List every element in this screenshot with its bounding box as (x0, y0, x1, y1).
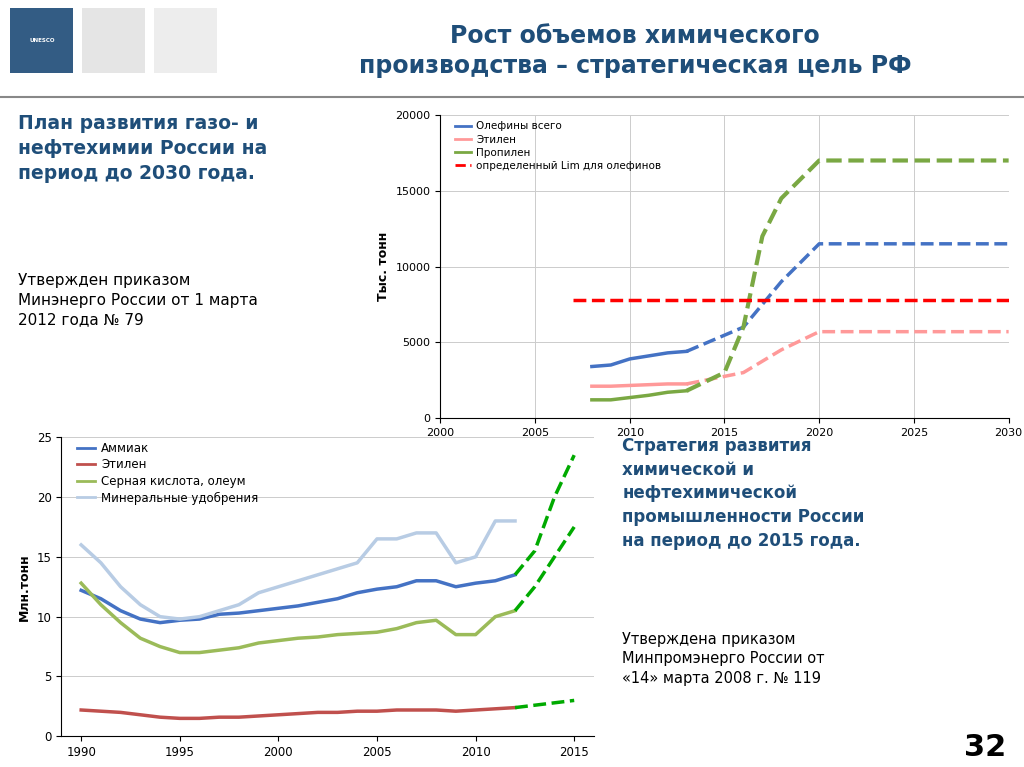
Legend: Аммиак, Этилен, Серная кислота, олеум, Минеральные удобрения: Аммиак, Этилен, Серная кислота, олеум, М… (73, 437, 263, 509)
Legend: Олефины всего, Этилен, Пропилен, определенный Lim для олефинов: Олефины всего, Этилен, Пропилен, определ… (452, 117, 666, 175)
Y-axis label: Млн.тонн: Млн.тонн (18, 553, 32, 621)
Text: Утвержден приказом
Минэнерго России от 1 марта
2012 года № 79: Утвержден приказом Минэнерго России от 1… (18, 273, 258, 328)
Text: План развития газо- и
нефтехимии России на
период до 2030 года.: План развития газо- и нефтехимии России … (18, 114, 267, 183)
Bar (155, 8, 217, 73)
Bar (82, 8, 145, 73)
Text: UNESCO: UNESCO (29, 38, 54, 43)
Bar (10, 8, 74, 73)
Text: Рост объемов химического
производства – стратегическая цель РФ: Рост объемов химического производства – … (358, 24, 911, 77)
Text: Утверждена приказом
Минпромэнерго России от
«14» марта 2008 г. № 119: Утверждена приказом Минпромэнерго России… (623, 632, 825, 686)
Text: Стратегия развития
химической и
нефтехимической
промышленности России
на период : Стратегия развития химической и нефтехим… (623, 437, 864, 550)
Text: 32: 32 (965, 733, 1007, 762)
Y-axis label: Тыс. тонн: Тыс. тонн (377, 232, 390, 301)
